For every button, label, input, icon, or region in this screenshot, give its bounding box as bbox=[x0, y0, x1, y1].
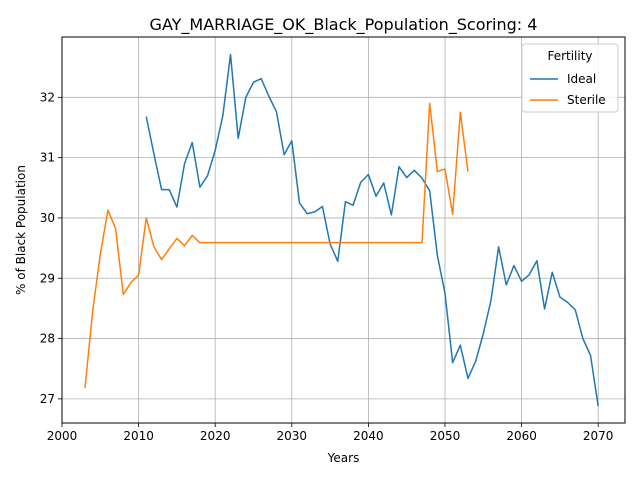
chart-title: GAY_MARRIAGE_OK_Black_Population_Scoring… bbox=[150, 15, 538, 35]
plot-frame bbox=[61, 36, 626, 424]
y-tick-label: 27 bbox=[40, 392, 55, 406]
x-tick-label: 2020 bbox=[200, 429, 231, 443]
x-tick-label: 2030 bbox=[277, 429, 308, 443]
x-tick-label: 2040 bbox=[353, 429, 384, 443]
series-lines bbox=[84, 53, 599, 407]
legend-title: Fertility bbox=[547, 49, 592, 63]
legend-box bbox=[521, 43, 619, 113]
legend-label-sterile: Sterile bbox=[567, 93, 606, 107]
y-axis-label: % of Black Population bbox=[14, 165, 28, 295]
series-line-ideal bbox=[145, 53, 599, 407]
x-tick-label: 2050 bbox=[430, 429, 461, 443]
legend: Fertility Ideal Sterile bbox=[521, 43, 619, 113]
x-tick-label: 2070 bbox=[583, 429, 614, 443]
x-tick-label: 2010 bbox=[123, 429, 154, 443]
y-tick-label: 32 bbox=[40, 90, 55, 104]
y-axis-ticks: 27 28 29 30 31 32 bbox=[40, 90, 62, 406]
y-tick-label: 28 bbox=[40, 332, 55, 346]
x-axis-label: Years bbox=[327, 451, 360, 465]
series-line-sterile bbox=[84, 102, 469, 389]
x-axis-ticks: 2000 2010 2020 2030 2040 2050 2060 2070 bbox=[47, 423, 614, 443]
y-tick-label: 30 bbox=[40, 211, 55, 225]
x-tick-label: 2000 bbox=[47, 429, 78, 443]
y-tick-label: 31 bbox=[40, 151, 55, 165]
legend-label-ideal: Ideal bbox=[567, 72, 596, 86]
x-tick-label: 2060 bbox=[506, 429, 537, 443]
y-tick-label: 29 bbox=[40, 271, 55, 285]
